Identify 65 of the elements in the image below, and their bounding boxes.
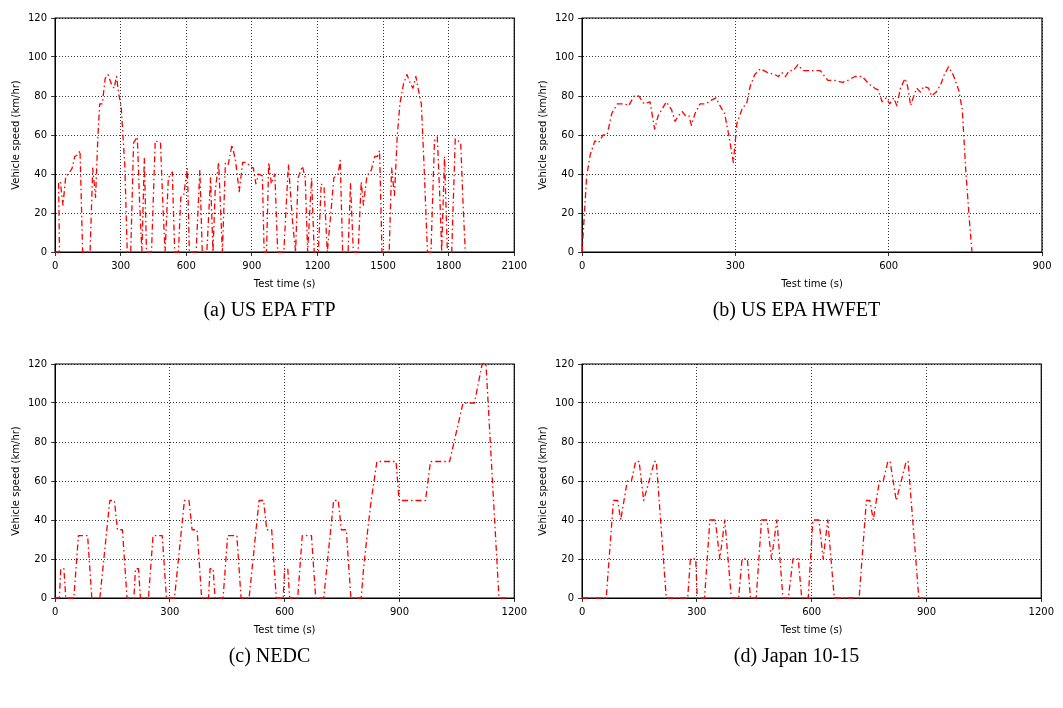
x-tick-label: 300: [160, 605, 180, 617]
y-tick-label: 80: [34, 435, 48, 447]
y-tick-label: 60: [34, 128, 48, 140]
y-axis-title: Vehicle speed (km/hr): [9, 80, 21, 190]
text: (b) US EPA HWFET: [711, 298, 882, 321]
y-tick-label: 0: [40, 591, 48, 603]
x-tick-label: 300: [687, 605, 707, 617]
x-tick-label: 900: [916, 605, 937, 617]
y-tick-label: 60: [561, 474, 575, 486]
line-series: [581, 64, 973, 253]
line-series: [54, 73, 466, 253]
y-tick-label: 60: [561, 128, 575, 140]
y-tick-label: 120: [554, 357, 575, 369]
y-tick-label: 20: [34, 552, 48, 564]
y-tick-label: 100: [554, 396, 575, 408]
y-tick-label: 40: [561, 513, 575, 525]
x-tick-label: 600: [879, 259, 899, 271]
x-tick-label: 900: [389, 605, 410, 617]
x-tick-label: 900: [242, 259, 262, 271]
x-tick-label: 0: [51, 259, 59, 271]
x-tick-label: 600: [275, 605, 295, 617]
x-tick-label: 0: [51, 605, 59, 617]
text: (c) NEDC: [227, 644, 312, 667]
y-tick-label: 20: [561, 552, 575, 564]
y-axis-title: Vehicle speed (km/hr): [536, 80, 548, 190]
y-tick-label: 100: [27, 50, 48, 62]
x-tick-label: 1200: [304, 259, 331, 271]
y-tick-label: 0: [40, 245, 48, 257]
x-tick-label: 1200: [501, 605, 527, 617]
y-tick-label: 100: [27, 396, 48, 408]
x-axis-title: Test time (s): [252, 623, 316, 635]
y-tick-label: 0: [567, 245, 575, 257]
y-axis-title: Vehicle speed (km/hr): [9, 426, 21, 536]
line-series: [581, 460, 925, 599]
x-tick-label: 0: [578, 259, 586, 271]
x-tick-label: 900: [1032, 259, 1052, 271]
x-axis-title: Test time (s): [779, 623, 843, 635]
text: (d) Japan 10-15: [732, 644, 861, 667]
x-tick-label: 1200: [1028, 605, 1054, 617]
y-tick-label: 120: [27, 357, 48, 369]
x-tick-label: 2100: [501, 259, 527, 271]
x-tick-label: 600: [176, 259, 196, 271]
y-tick-label: 120: [27, 11, 48, 23]
x-tick-label: 0: [578, 605, 586, 617]
y-tick-label: 40: [561, 167, 575, 179]
text: (a) US EPA FTP: [202, 298, 337, 321]
y-axis-title: Vehicle speed (km/hr): [536, 426, 548, 536]
x-tick-label: 300: [725, 259, 745, 271]
y-tick-label: 20: [34, 206, 48, 218]
x-axis-title: Test time (s): [252, 277, 316, 289]
y-tick-label: 80: [34, 89, 48, 101]
x-tick-label: 1500: [370, 259, 396, 271]
y-tick-label: 100: [554, 50, 575, 62]
x-tick-label: 600: [802, 605, 822, 617]
y-tick-label: 0: [567, 591, 575, 603]
x-axis-title: Test time (s): [780, 277, 843, 289]
y-tick-label: 20: [561, 206, 575, 218]
y-tick-label: 80: [561, 435, 575, 447]
x-tick-label: 300: [111, 259, 131, 271]
y-tick-label: 60: [34, 474, 48, 486]
x-tick-label: 1800: [435, 259, 462, 271]
y-tick-label: 120: [554, 11, 575, 23]
y-tick-label: 40: [34, 513, 48, 525]
y-tick-label: 80: [561, 89, 575, 101]
y-tick-label: 40: [34, 167, 48, 179]
